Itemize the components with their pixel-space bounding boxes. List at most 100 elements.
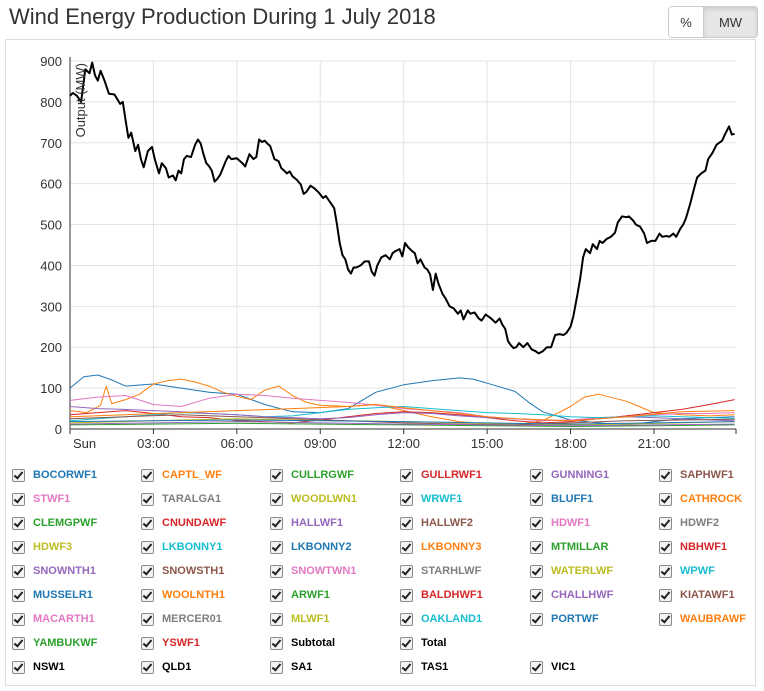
- legend-checkbox[interactable]: [270, 540, 283, 554]
- legend-checkbox[interactable]: [400, 468, 413, 482]
- legend-item-lkbonny1[interactable]: LKBONNY1: [141, 539, 223, 555]
- legend-item-hdwf3[interactable]: HDWF3: [12, 539, 72, 555]
- legend-checkbox[interactable]: [659, 564, 672, 578]
- legend-item-lkbonny2[interactable]: LKBONNY2: [270, 539, 352, 555]
- legend-checkbox[interactable]: [270, 468, 283, 482]
- legend-checkbox[interactable]: [270, 588, 283, 602]
- legend-checkbox[interactable]: [141, 492, 154, 506]
- legend-checkbox[interactable]: [400, 636, 413, 650]
- legend-item-kiatawf1[interactable]: KIATAWF1: [659, 587, 735, 603]
- legend-item-qld1[interactable]: QLD1: [141, 659, 191, 675]
- legend-item-woodlwn1[interactable]: WOODLWN1: [270, 491, 357, 507]
- legend-checkbox[interactable]: [270, 516, 283, 530]
- legend-item-vic1[interactable]: VIC1: [530, 659, 575, 675]
- legend-checkbox[interactable]: [12, 636, 25, 650]
- legend-item-yambukwf[interactable]: YAMBUKWF: [12, 635, 97, 651]
- legend-item-waubrawf[interactable]: WAUBRAWF: [659, 611, 746, 627]
- legend-item-cullrgwf[interactable]: CULLRGWF: [270, 467, 354, 483]
- legend-checkbox[interactable]: [270, 492, 283, 506]
- legend-checkbox[interactable]: [141, 516, 154, 530]
- legend-item-gullrwf1[interactable]: GULLRWF1: [400, 467, 482, 483]
- legend-item-clemgpwf[interactable]: CLEMGPWF: [12, 515, 97, 531]
- legend-checkbox[interactable]: [400, 492, 413, 506]
- legend-item-baldhwf1[interactable]: BALDHWF1: [400, 587, 483, 603]
- legend-item-wrwf1[interactable]: WRWF1: [400, 491, 462, 507]
- legend-item-gunning1[interactable]: GUNNING1: [530, 467, 609, 483]
- legend-checkbox[interactable]: [400, 516, 413, 530]
- legend-item-challhwf[interactable]: CHALLHWF: [530, 587, 613, 603]
- legend-checkbox[interactable]: [141, 468, 154, 482]
- legend-item-hdwf1[interactable]: HDWF1: [530, 515, 590, 531]
- percent-toggle-button[interactable]: %: [669, 7, 704, 37]
- legend-item-hallwf2[interactable]: HALLWF2: [400, 515, 473, 531]
- legend-item-hallwf1[interactable]: HALLWF1: [270, 515, 343, 531]
- legend-item-total[interactable]: Total: [400, 635, 446, 651]
- legend-checkbox[interactable]: [141, 612, 154, 626]
- legend-checkbox[interactable]: [400, 564, 413, 578]
- legend-checkbox[interactable]: [141, 636, 154, 650]
- legend-checkbox[interactable]: [659, 612, 672, 626]
- legend-checkbox[interactable]: [270, 564, 283, 578]
- legend-item-mtmillar[interactable]: MTMILLAR: [530, 539, 608, 555]
- legend-item-cnundawf[interactable]: CNUNDAWF: [141, 515, 226, 531]
- legend-checkbox[interactable]: [530, 660, 543, 674]
- legend-item-macarth1[interactable]: MACARTH1: [12, 611, 95, 627]
- legend-checkbox[interactable]: [400, 660, 413, 674]
- legend-item-starhlwf[interactable]: STARHLWF: [400, 563, 481, 579]
- legend-checkbox[interactable]: [270, 636, 283, 650]
- legend-checkbox[interactable]: [530, 612, 543, 626]
- legend-checkbox[interactable]: [141, 564, 154, 578]
- legend-checkbox[interactable]: [530, 540, 543, 554]
- legend-item-arwf1[interactable]: ARWF1: [270, 587, 330, 603]
- legend-item-saphwf1[interactable]: SAPHWF1: [659, 467, 734, 483]
- legend-checkbox[interactable]: [530, 468, 543, 482]
- legend-checkbox[interactable]: [141, 540, 154, 554]
- legend-checkbox[interactable]: [270, 612, 283, 626]
- legend-item-sa1[interactable]: SA1: [270, 659, 312, 675]
- legend-checkbox[interactable]: [12, 660, 25, 674]
- legend-item-mlwf1[interactable]: MLWF1: [270, 611, 330, 627]
- legend-checkbox[interactable]: [659, 468, 672, 482]
- legend-item-captl-wf[interactable]: CAPTL_WF: [141, 467, 222, 483]
- legend-checkbox[interactable]: [530, 516, 543, 530]
- legend-item-yswf1[interactable]: YSWF1: [141, 635, 200, 651]
- legend-item-stwf1[interactable]: STWF1: [12, 491, 70, 507]
- mw-toggle-button[interactable]: MW: [704, 7, 757, 37]
- legend-checkbox[interactable]: [12, 492, 25, 506]
- legend-checkbox[interactable]: [659, 540, 672, 554]
- legend-item-bocorwf1[interactable]: BOCORWF1: [12, 467, 97, 483]
- legend-item-tas1[interactable]: TAS1: [400, 659, 448, 675]
- legend-item-cathrock[interactable]: CATHROCK: [659, 491, 742, 507]
- legend-checkbox[interactable]: [659, 492, 672, 506]
- legend-item-subtotal[interactable]: Subtotal: [270, 635, 335, 651]
- legend-item-oakland1[interactable]: OAKLAND1: [400, 611, 482, 627]
- legend-checkbox[interactable]: [400, 612, 413, 626]
- legend-item-nbhwf1[interactable]: NBHWF1: [659, 539, 727, 555]
- legend-checkbox[interactable]: [12, 540, 25, 554]
- legend-checkbox[interactable]: [12, 564, 25, 578]
- legend-checkbox[interactable]: [12, 588, 25, 602]
- legend-checkbox[interactable]: [12, 516, 25, 530]
- legend-item-snowsth1[interactable]: SNOWSTH1: [141, 563, 224, 579]
- legend-item-bluff1[interactable]: BLUFF1: [530, 491, 593, 507]
- legend-checkbox[interactable]: [12, 612, 25, 626]
- legend-checkbox[interactable]: [659, 516, 672, 530]
- legend-checkbox[interactable]: [659, 588, 672, 602]
- legend-checkbox[interactable]: [530, 492, 543, 506]
- legend-item-snownth1[interactable]: SNOWNTH1: [12, 563, 96, 579]
- legend-item-woolnth1[interactable]: WOOLNTH1: [141, 587, 225, 603]
- legend-item-portwf[interactable]: PORTWF: [530, 611, 599, 627]
- legend-checkbox[interactable]: [530, 588, 543, 602]
- legend-checkbox[interactable]: [270, 660, 283, 674]
- legend-checkbox[interactable]: [400, 540, 413, 554]
- legend-item-mercer01[interactable]: MERCER01: [141, 611, 222, 627]
- legend-checkbox[interactable]: [530, 564, 543, 578]
- legend-item-musselr1[interactable]: MUSSELR1: [12, 587, 93, 603]
- legend-item-waterlwf[interactable]: WATERLWF: [530, 563, 613, 579]
- legend-item-lkbonny3[interactable]: LKBONNY3: [400, 539, 482, 555]
- legend-item-snowtwn1[interactable]: SNOWTWN1: [270, 563, 356, 579]
- legend-item-taralga1[interactable]: TARALGA1: [141, 491, 221, 507]
- legend-checkbox[interactable]: [141, 660, 154, 674]
- legend-item-hdwf2[interactable]: HDWF2: [659, 515, 719, 531]
- legend-checkbox[interactable]: [400, 588, 413, 602]
